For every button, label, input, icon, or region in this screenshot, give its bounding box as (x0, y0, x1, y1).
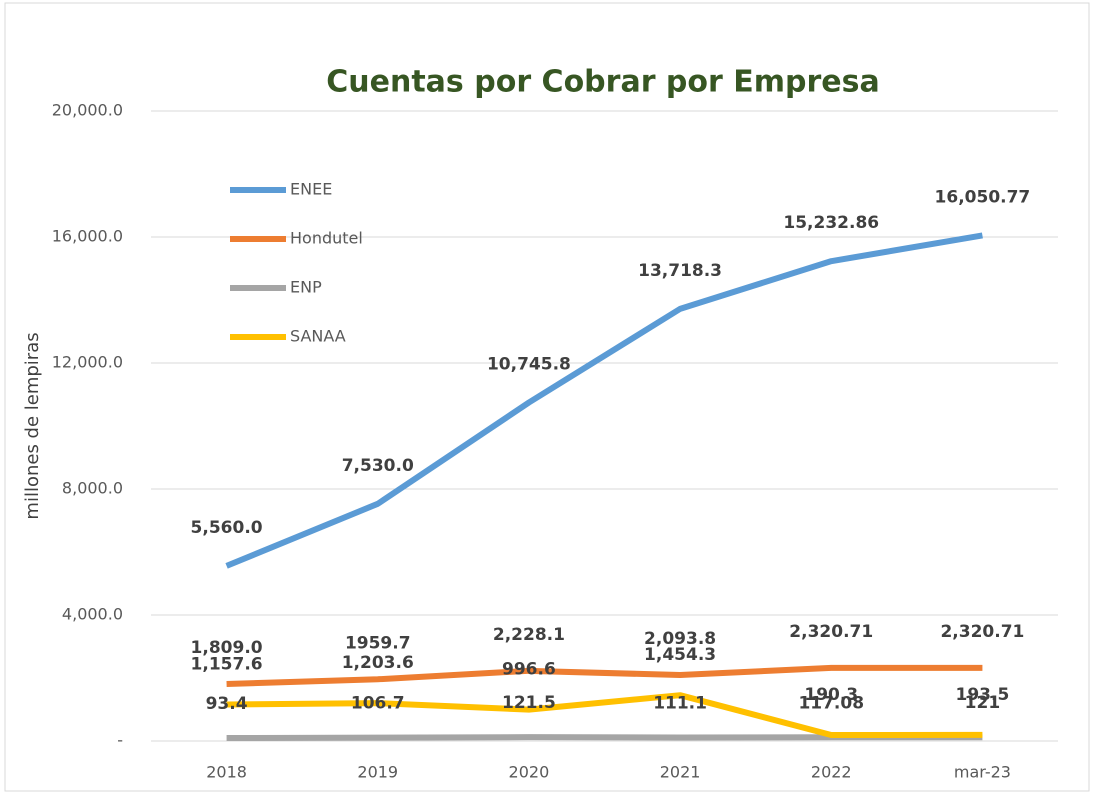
x-tick-label: 2022 (811, 763, 852, 782)
legend-label: Hondutel (290, 229, 363, 248)
data-label: 2,093.8 (644, 629, 716, 649)
y-tick-label: 20,000.0 (52, 101, 123, 120)
data-label: 190.3 (804, 685, 858, 705)
y-tick-label: - (117, 731, 123, 750)
data-label: 996.6 (502, 660, 556, 680)
x-tick-label: 2019 (357, 763, 398, 782)
data-label: 121 (965, 693, 1001, 713)
data-label: 93.4 (206, 694, 248, 714)
data-label: 1,454.3 (644, 645, 716, 665)
series-line (226, 664, 983, 688)
chart-title: Cuentas por Cobrar por Empresa (326, 65, 879, 100)
data-label: 2,228.1 (493, 625, 565, 645)
y-axis-label: millones de lempiras (22, 332, 43, 519)
data-label: 117.08 (798, 693, 864, 713)
chart-frame (4, 2, 1090, 792)
data-label: 121.5 (502, 693, 556, 713)
data-label: 193.5 (956, 685, 1010, 705)
data-label: 2,320.71 (789, 622, 873, 642)
data-label: 1,157.6 (191, 655, 263, 675)
y-tick-label: 16,000.0 (52, 227, 123, 246)
data-label: 1,809.0 (191, 638, 263, 658)
legend-label: SANAA (290, 327, 346, 346)
data-label: 13,718.3 (638, 261, 722, 281)
data-label: 111.1 (653, 694, 707, 714)
data-label: 1,203.6 (342, 653, 414, 673)
data-label: 5,560.0 (191, 518, 263, 538)
data-label: 106.7 (351, 694, 405, 714)
data-label: 10,745.8 (487, 355, 571, 375)
y-tick-label: 12,000.0 (52, 353, 123, 372)
y-tick-label: 8,000.0 (62, 479, 123, 498)
data-label: 16,050.77 (935, 187, 1031, 207)
x-tick-label: mar-23 (954, 763, 1011, 782)
y-tick-label: 4,000.0 (62, 605, 123, 624)
x-tick-label: 2018 (206, 763, 247, 782)
data-label: 2,320.71 (940, 622, 1024, 642)
series-line (226, 692, 983, 739)
data-label: 1959.7 (345, 633, 411, 653)
x-tick-label: 2021 (660, 763, 701, 782)
x-tick-label: 2020 (509, 763, 550, 782)
data-label: 15,232.86 (783, 213, 879, 233)
legend-label: ENP (290, 278, 322, 297)
data-label: 7,530.0 (342, 456, 414, 476)
series-line (225, 232, 983, 569)
legend-label: ENEE (290, 180, 332, 199)
